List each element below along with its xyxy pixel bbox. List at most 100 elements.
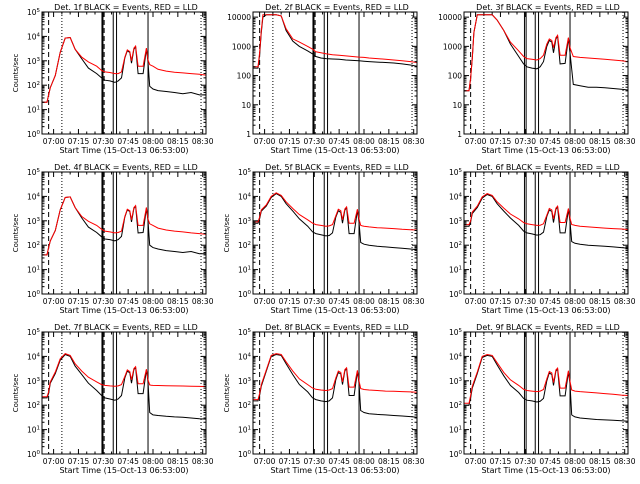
x-tick-label: 07:15 — [279, 297, 301, 306]
plot-frame — [463, 11, 629, 135]
x-tick-label: 08:00 — [142, 137, 164, 146]
x-tick-label: 07:45 — [328, 457, 350, 466]
series-events-line — [464, 14, 628, 92]
x-axis-label: Start Time (15-Oct-13 06:53:00) — [270, 466, 399, 475]
y-tick-label: 105 — [27, 8, 41, 17]
panel-title: Det. 5f BLACK = Events, RED = LLD — [265, 163, 409, 172]
y-tick-label: 105 — [238, 168, 252, 177]
panel-title: Det. 9f BLACK = Events, RED = LLD — [476, 323, 620, 332]
x-tick-label: 08:00 — [353, 457, 375, 466]
x-tick-label: 07:15 — [490, 297, 512, 306]
y-tick-label: 104 — [449, 352, 463, 361]
x-tick-label: 07:00 — [254, 137, 276, 146]
x-tick-label: 07:15 — [68, 137, 90, 146]
x-tick-label: 08:00 — [564, 137, 586, 146]
panel-title: Det. 6f BLACK = Events, RED = LLD — [476, 163, 620, 172]
series-lld-line — [253, 192, 417, 231]
y-tick-label: 102 — [449, 241, 462, 250]
panel-title: Det. 2f BLACK = Events, RED = LLD — [265, 3, 409, 12]
y-tick-label: 101 — [449, 426, 462, 435]
x-axis-label: Start Time (15-Oct-13 06:53:00) — [481, 306, 610, 315]
x-tick-label: 08:15 — [589, 137, 611, 146]
y-tick-label: 1 — [246, 130, 251, 139]
x-tick-label: 08:00 — [353, 297, 375, 306]
y-tick-label: 1 — [457, 130, 462, 139]
x-tick-label: 08:30 — [403, 457, 425, 466]
x-tick-label: 07:30 — [514, 297, 536, 306]
x-axis-label: Start Time (15-Oct-13 06:53:00) — [481, 466, 610, 475]
y-tick-label: 105 — [27, 328, 41, 337]
y-tick-label: 100 — [449, 290, 463, 299]
plot-frame — [463, 331, 629, 455]
x-tick-label: 07:00 — [465, 137, 487, 146]
x-tick-label: 07:30 — [514, 137, 536, 146]
y-tick-label: 103 — [449, 217, 463, 226]
x-tick-label: 07:00 — [465, 297, 487, 306]
series-events-line — [464, 354, 628, 422]
x-tick-label: 07:15 — [279, 457, 301, 466]
detector-panel-3: 1 10 100 1000 10000 07:00 07:15 07:30 07:45 08:00… — [438, 3, 636, 155]
x-tick-label: 07:45 — [328, 297, 350, 306]
x-tick-label: 07:00 — [254, 457, 276, 466]
x-tick-label: 07:00 — [254, 297, 276, 306]
x-tick-label: 08:30 — [192, 137, 214, 146]
y-tick-label: 100 — [448, 72, 463, 81]
x-tick-label: 07:15 — [279, 137, 301, 146]
x-axis-label: Start Time (15-Oct-13 06:53:00) — [59, 146, 188, 155]
y-tick-label: 100 — [27, 450, 41, 459]
y-tick-label: 104 — [238, 352, 252, 361]
x-tick-label: 08:15 — [378, 137, 400, 146]
x-tick-label: 08:15 — [167, 297, 189, 306]
series-events-line — [42, 196, 206, 256]
panel-title: Det. 7f BLACK = Events, RED = LLD — [54, 323, 198, 332]
x-tick-label: 07:00 — [465, 457, 487, 466]
x-tick-label: 07:30 — [92, 137, 114, 146]
x-tick-label: 07:30 — [92, 297, 114, 306]
y-tick-label: 102 — [449, 401, 462, 410]
series-lld-line — [464, 193, 628, 230]
series-lld-line — [253, 14, 417, 68]
x-tick-label: 07:00 — [43, 137, 65, 146]
x-tick-label: 08:30 — [192, 457, 214, 466]
x-tick-label: 08:30 — [192, 297, 214, 306]
x-axis-label: Start Time (15-Oct-13 06:53:00) — [481, 146, 610, 155]
y-axis-label: Counts/sec — [12, 214, 20, 253]
y-tick-label: 103 — [27, 57, 41, 66]
series-events-line — [42, 353, 206, 420]
x-tick-label: 07:30 — [303, 297, 325, 306]
x-tick-label: 07:30 — [514, 457, 536, 466]
series-lld-line — [42, 36, 206, 103]
y-tick-label: 101 — [238, 266, 251, 275]
y-tick-label: 105 — [238, 328, 252, 337]
x-tick-label: 08:00 — [564, 297, 586, 306]
y-tick-label: 101 — [238, 426, 251, 435]
x-tick-label: 08:15 — [378, 297, 400, 306]
x-tick-label: 08:15 — [167, 457, 189, 466]
y-tick-label: 101 — [27, 266, 40, 275]
y-tick-label: 103 — [238, 377, 252, 386]
x-tick-label: 07:45 — [117, 457, 139, 466]
x-tick-label: 07:15 — [490, 137, 512, 146]
y-tick-label: 100 — [238, 290, 252, 299]
series-events-line — [253, 193, 417, 251]
x-tick-label: 08:30 — [614, 137, 636, 146]
y-tick-label: 102 — [27, 241, 40, 250]
plot-frame — [463, 171, 629, 295]
y-tick-label: 101 — [27, 426, 40, 435]
x-tick-label: 07:00 — [43, 457, 65, 466]
y-axis-label: Counts/sec — [12, 54, 20, 93]
plot-frame — [41, 171, 207, 295]
series-lld-line — [253, 353, 417, 401]
y-tick-label: 100 — [449, 450, 463, 459]
x-tick-label: 08:15 — [589, 457, 611, 466]
x-tick-label: 08:00 — [564, 457, 586, 466]
y-tick-label: 10 — [452, 101, 462, 110]
y-tick-label: 103 — [449, 377, 463, 386]
y-tick-label: 102 — [27, 401, 40, 410]
x-tick-label: 08:30 — [403, 297, 425, 306]
x-tick-label: 08:00 — [353, 137, 375, 146]
y-tick-label: 103 — [238, 217, 252, 226]
